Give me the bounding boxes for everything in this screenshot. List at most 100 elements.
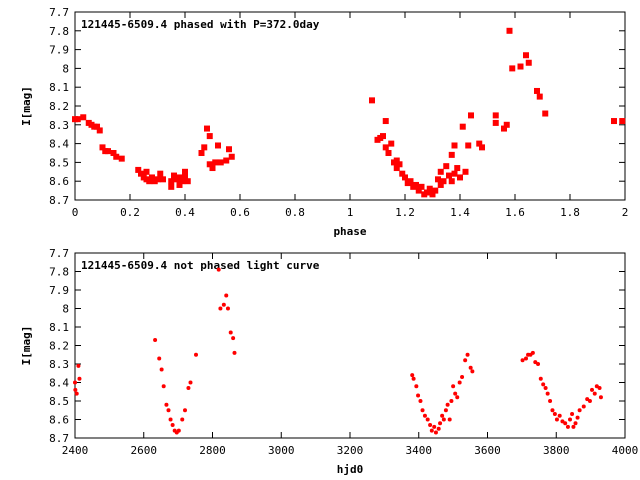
data-point [437, 181, 444, 188]
x-axis-label: hjd0 [337, 463, 364, 476]
data-point [113, 153, 120, 160]
data-point [422, 413, 427, 418]
data-point [432, 424, 437, 429]
data-point [413, 181, 419, 188]
data-point [479, 144, 485, 151]
data-point [385, 150, 392, 156]
data-point [501, 125, 507, 132]
chart-panel-1: 0 0.2 0.4 0.6 0.8 1 1.2 1.4 1.6 1.8 2 7.7 7.8 7.9 8 8.1… [20, 6, 628, 238]
x-tick-label: 1.6 [505, 206, 525, 219]
data-point [457, 174, 463, 181]
data-point [143, 168, 150, 175]
data-point [182, 168, 188, 175]
x-tick-label: 3000 [268, 444, 295, 457]
data-point [110, 150, 117, 156]
data-point [541, 382, 546, 387]
plot-frame [74, 252, 626, 439]
data-point [592, 391, 597, 396]
data-point [188, 380, 193, 385]
data-point [99, 144, 106, 151]
data-point [416, 393, 421, 398]
data-point [411, 376, 416, 381]
data-point [176, 174, 183, 181]
data-point [146, 178, 153, 185]
data-point [435, 176, 441, 183]
y-tick-label: 8.7 [49, 194, 69, 207]
data-point [570, 411, 575, 416]
chart-title: 121445-6509.4 not phased light curve [81, 259, 320, 272]
data-point [212, 159, 219, 166]
data-point [619, 118, 626, 125]
data-point [443, 163, 450, 170]
data-point [577, 408, 582, 413]
data-point [76, 363, 81, 368]
data-point [611, 118, 617, 125]
data-point [565, 424, 570, 429]
data-point [437, 168, 444, 175]
y-axis-label: I[mag] [20, 326, 33, 366]
data-point [468, 112, 474, 119]
data-point [226, 146, 232, 153]
x-tick-label: 3200 [337, 444, 364, 457]
data-point [118, 155, 125, 162]
data-point [536, 93, 543, 100]
data-point [138, 170, 144, 177]
data-point [465, 352, 470, 357]
data-point [217, 159, 224, 166]
y-tick-label: 8 [62, 303, 69, 316]
data-point [426, 185, 433, 192]
data-point [396, 161, 403, 168]
x-axis-label: phase [333, 225, 366, 238]
data-point [231, 336, 236, 341]
data-point [523, 52, 529, 59]
data-point [216, 267, 221, 272]
data-point [573, 421, 578, 426]
y-tick-label: 8.3 [49, 358, 69, 371]
data-point [402, 174, 408, 181]
data-point [184, 178, 191, 185]
y-tick-label: 8.4 [49, 138, 69, 151]
data-point [180, 417, 185, 422]
data-point [369, 97, 375, 104]
data-point [393, 157, 400, 164]
data-point [407, 178, 414, 185]
data-point [206, 161, 213, 168]
y-tick-label: 8.6 [49, 175, 69, 188]
data-point [80, 114, 87, 121]
data-points [73, 267, 603, 435]
data-point [74, 116, 81, 123]
data-point [159, 367, 164, 372]
data-point [382, 144, 389, 151]
data-point [149, 174, 155, 181]
data-point [506, 27, 513, 34]
data-point [568, 417, 572, 422]
data-point [170, 423, 175, 428]
data-point [420, 408, 425, 413]
data-point [436, 426, 441, 431]
data-point [509, 65, 516, 72]
data-point [432, 187, 439, 194]
x-tick-label: 0.6 [230, 206, 250, 219]
data-point [590, 387, 594, 392]
chart-panel-2: 2400 2600 2800 3000 3200 3400 3600 3800 4000 7.7 7… [20, 247, 638, 476]
data-point [418, 399, 423, 403]
data-point [554, 417, 559, 422]
y-tick-label: 8 [62, 62, 69, 75]
data-point [492, 112, 499, 119]
data-point [182, 172, 188, 179]
data-point [429, 428, 434, 433]
y-tick-label: 7.7 [49, 6, 69, 19]
data-point [465, 142, 472, 149]
data-point [441, 417, 446, 422]
data-point [534, 87, 540, 94]
x-tick-label: 0.2 [120, 206, 140, 219]
x-tick-label: 0.4 [175, 206, 195, 219]
data-point [168, 417, 173, 422]
data-point [446, 172, 452, 179]
data-point [73, 380, 77, 385]
data-point [183, 408, 187, 413]
data-point [160, 176, 166, 183]
data-point [105, 148, 111, 155]
data-point [470, 369, 475, 374]
data-point [468, 365, 473, 370]
